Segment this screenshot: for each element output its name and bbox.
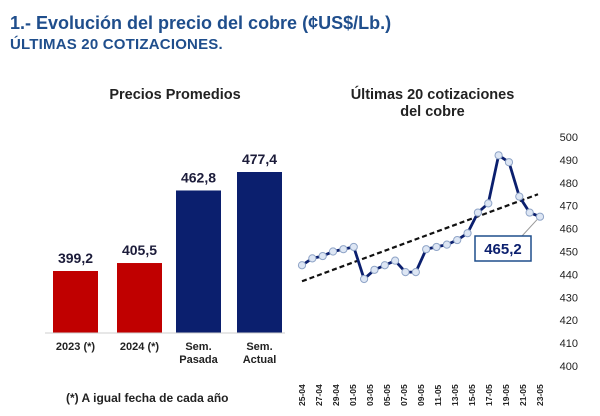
bar-chart-note: (*) A igual fecha de cada año — [66, 391, 229, 405]
data-point — [422, 245, 431, 254]
data-point — [484, 199, 493, 208]
bar — [237, 172, 282, 333]
data-point — [380, 261, 389, 270]
data-point — [463, 229, 472, 238]
x-tick-label: 13-05 — [450, 384, 460, 406]
y-tick-label: 420 — [560, 315, 578, 327]
y-tick-label: 430 — [560, 292, 578, 304]
x-tick-label: 25-04 — [297, 384, 307, 406]
x-tick-label: 05-05 — [382, 384, 392, 406]
x-tick-label: 23-05 — [535, 384, 545, 406]
bar-value-label: 405,5 — [122, 242, 157, 258]
title-line-2: últimas 20 cotizaciones. — [10, 36, 223, 53]
data-point — [442, 240, 451, 249]
data-point — [453, 235, 462, 245]
data-point — [339, 245, 348, 254]
bar-category-label: Pasada — [179, 354, 218, 366]
line-chart-title-line-2: del cobre — [400, 104, 465, 120]
bar-chart-title: Precios Promedios — [109, 87, 241, 103]
y-tick-label: 500 — [560, 132, 578, 144]
data-point — [297, 261, 307, 270]
y-tick-label: 440 — [560, 269, 578, 281]
data-point — [432, 242, 441, 252]
x-tick-label: 15-05 — [467, 384, 477, 406]
data-point — [473, 208, 483, 217]
data-point — [411, 268, 420, 277]
bar-category-label: Sem. — [246, 341, 272, 353]
callout-box — [474, 235, 532, 262]
line-chart-title: Últimas 20 cotizaciones del cobre — [305, 87, 560, 121]
data-point — [318, 251, 327, 261]
x-tick-label: 09-05 — [416, 384, 426, 406]
bar — [53, 271, 98, 333]
data-point — [504, 158, 514, 167]
y-tick-label: 470 — [560, 201, 578, 213]
data-point — [535, 212, 545, 221]
bar-category-label: 2024 (*) — [120, 341, 159, 353]
data-point — [308, 254, 317, 263]
x-tick-label: 11-05 — [433, 384, 443, 406]
data-point — [349, 242, 358, 252]
trend-line — [301, 193, 539, 283]
x-tick-label: 19-05 — [501, 384, 511, 406]
data-point — [359, 274, 369, 284]
data-point — [391, 256, 400, 265]
x-tick-label: 27-04 — [314, 384, 324, 406]
callout-leader — [521, 219, 538, 237]
bar-value-label: 477,4 — [242, 151, 277, 167]
y-tick-label: 410 — [560, 338, 578, 350]
y-tick-label: 400 — [560, 361, 578, 373]
bar-category-label: 2023 (*) — [56, 341, 95, 353]
x-tick-label: 17-05 — [484, 384, 494, 406]
data-point — [525, 208, 534, 217]
x-tick-label: 07-05 — [399, 384, 409, 406]
last-value-label: 465,2 — [484, 241, 522, 258]
bar-category-label: Sem. — [185, 341, 211, 353]
x-tick-label: 03-05 — [365, 384, 375, 406]
line-chart-title-line-1: Últimas 20 cotizaciones — [350, 87, 515, 103]
y-tick-label: 450 — [560, 247, 578, 259]
data-point — [494, 151, 503, 160]
data-point — [515, 192, 524, 201]
data-point — [328, 247, 338, 256]
data-point — [370, 265, 379, 274]
bar — [117, 263, 162, 333]
bar-value-label: 399,2 — [58, 250, 93, 266]
data-point — [401, 268, 410, 277]
page-title: 1.- Evolución del precio del cobre (¢US$… — [10, 12, 510, 56]
bar — [176, 190, 221, 333]
y-tick-label: 480 — [560, 178, 578, 190]
y-tick-label: 490 — [560, 155, 578, 167]
x-tick-label: 01-05 — [348, 384, 358, 406]
y-tick-label: 460 — [560, 224, 578, 236]
title-line-1: 1.- Evolución del precio del cobre (¢US$… — [10, 13, 392, 33]
x-tick-label: 29-04 — [331, 384, 341, 406]
x-tick-label: 21-05 — [518, 384, 528, 406]
bar-value-label: 462,8 — [181, 169, 216, 185]
bar-category-label: Actual — [243, 354, 277, 366]
